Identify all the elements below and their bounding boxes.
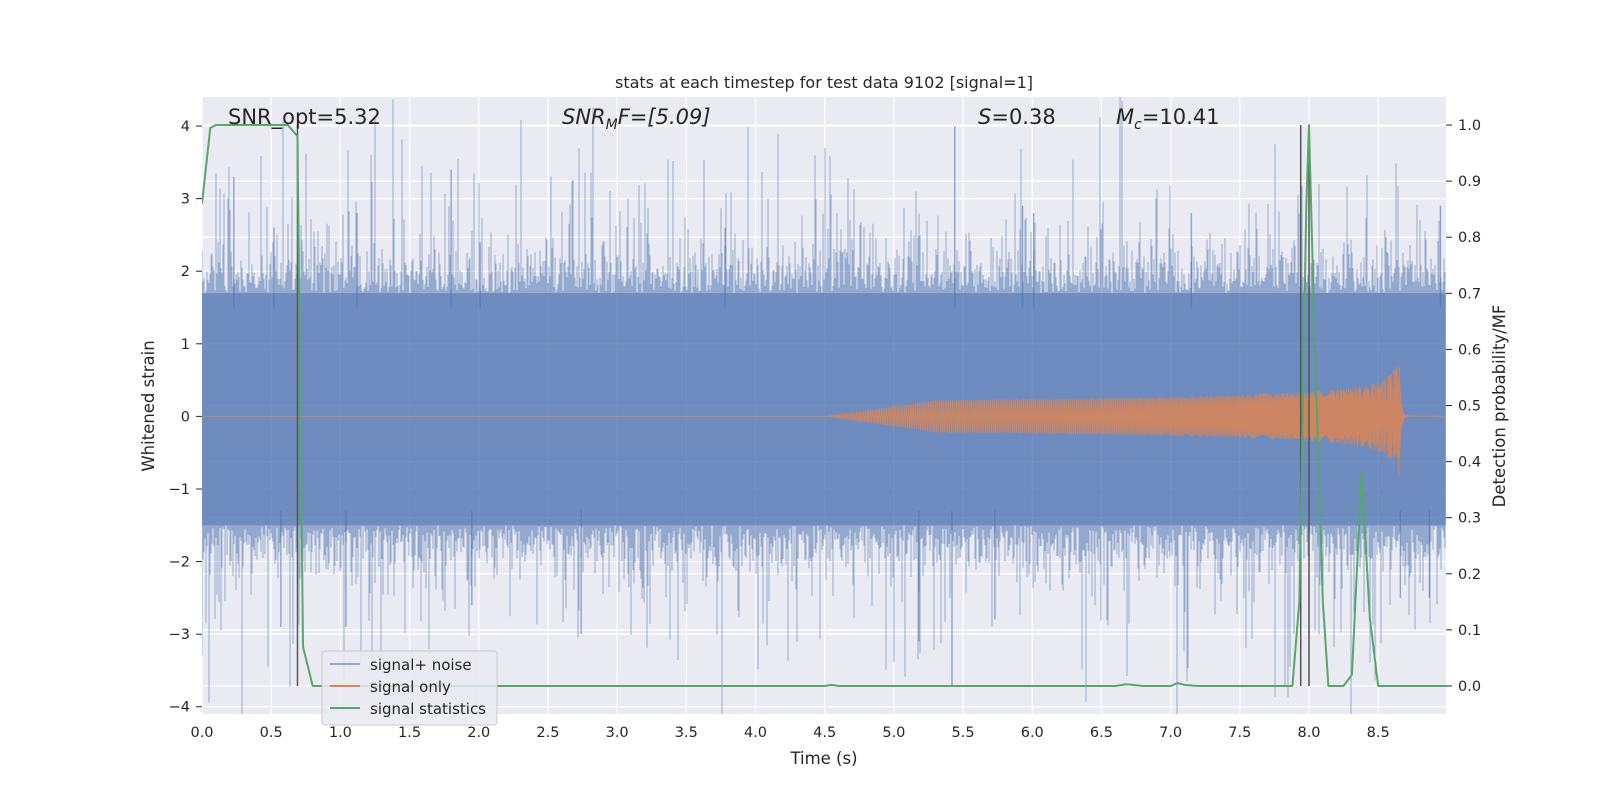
x-axis-ticks: 0.0 0.5 1.0 1.5 2.0 2.5 3.0 3.5 4.0 4.5 5.0 5.5 6.0 6… [190,725,1389,741]
x-tick-label: 0.5 [260,725,283,741]
y-tick-label: 4 [181,119,190,135]
x-tick-label: 0.0 [190,725,213,741]
x-tick-label: 5.5 [952,725,975,741]
x-tick-label: 1.5 [398,725,421,741]
x-tick-label: 2.5 [536,725,559,741]
y-axis-label: Whitened strain [139,340,158,471]
y-axis-ticks: −4 −3 −2 −1 0 1 2 3 4 [169,119,202,716]
y-tick-label: 3 [181,192,190,208]
series-layer [202,97,1446,714]
y2-tick-label: 0.1 [1458,623,1481,639]
y2-tick-label: 0.2 [1458,567,1481,583]
annotation-s-value: S=0.38 [978,105,1056,129]
legend-label-signal: signal only [370,678,451,696]
y-tick-label: −1 [169,482,190,498]
signal-statistics-line [202,124,1446,687]
y-tick-label: −3 [169,627,190,643]
x-tick-label: 7.5 [1228,725,1251,741]
x-tick-label: 6.5 [1090,725,1113,741]
x-tick-label: 1.0 [329,725,352,741]
y2-tick-label: 0.8 [1458,230,1481,246]
x-tick-label: 3.0 [606,725,629,741]
y-tick-label: −4 [169,700,190,716]
annotation-snr-mf: SNRMF=[5.09] [562,105,711,133]
y-tick-label: 1 [181,337,190,353]
legend-label-stats: signal statistics [370,700,486,718]
chart-title: stats at each timestep for test data 910… [615,73,1033,92]
y2-tick-label: 1.0 [1458,118,1481,134]
x-tick-label: 6.0 [1021,725,1044,741]
x-tick-label: 4.0 [744,725,767,741]
y2-tick-label: 0.3 [1458,511,1481,527]
x-tick-label: 7.0 [1159,725,1182,741]
y-tick-label: −2 [169,555,190,571]
x-tick-label: 8.0 [1297,725,1320,741]
y2-tick-label: 0.6 [1458,342,1481,358]
y2-tick-label: 0.4 [1458,455,1481,471]
x-tick-label: 2.0 [467,725,490,741]
legend: signal+ noise signal only signal statist… [321,650,498,726]
y2-tick-label: 0.7 [1458,286,1481,302]
y2-tick-label: 0.0 [1458,679,1481,695]
y-tick-label: 0 [181,409,190,425]
annotation-snr-opt: SNR_opt=5.32 [228,105,381,130]
legend-label-noise: signal+ noise [370,656,472,674]
y-tick-label: 2 [181,264,190,280]
y2-tick-label: 0.5 [1458,399,1481,415]
signal-only-trace [202,365,1446,476]
y2-axis-ticks: 0.0 0.1 0.2 0.3 0.4 0.5 0.6 0.7 0.8 0.9 1.0 [1446,118,1481,695]
y2-tick-label: 0.9 [1458,174,1481,190]
stats-layer [202,124,1446,687]
annotation-chirp-mass: Mc=10.41 [1116,105,1220,133]
x-tick-label: 8.5 [1367,725,1390,741]
x-tick-label: 4.5 [813,725,836,741]
x-tick-label: 3.5 [675,725,698,741]
x-axis-label: Time (s) [789,749,857,768]
x-tick-label: 5.0 [882,725,905,741]
legend-box [321,650,498,726]
y2-axis-label: Detection probability/MF [1490,305,1509,508]
